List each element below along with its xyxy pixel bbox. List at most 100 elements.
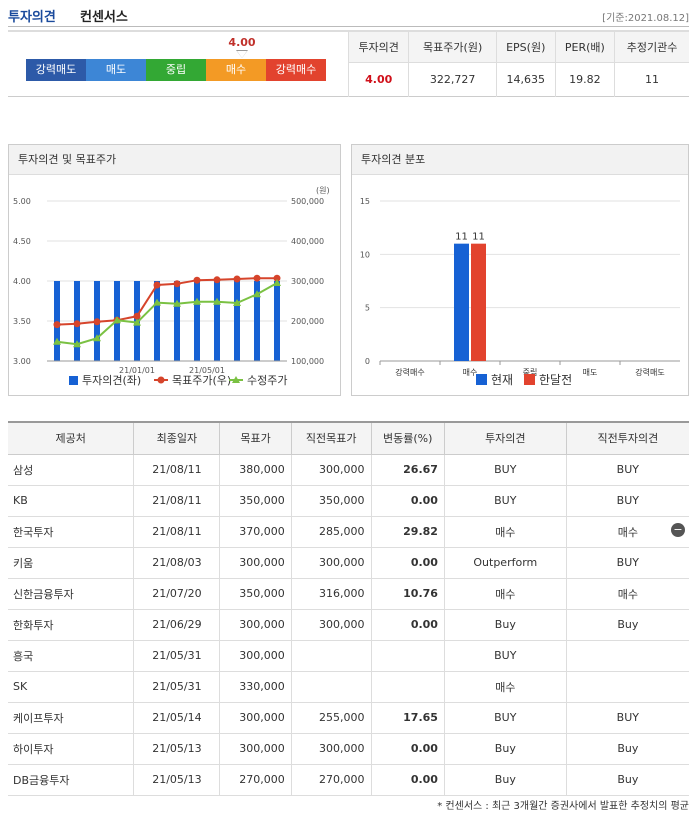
table-cell: 케이프투자: [8, 701, 135, 734]
table-cell: 매수: [443, 515, 567, 548]
summary-header: PER(배): [554, 32, 615, 63]
adjusted-price-point: [233, 299, 241, 306]
table-cell: 300,000: [219, 701, 292, 734]
adjusted-price-point: [253, 290, 261, 298]
adjusted-price-point: [273, 279, 281, 286]
opinion-bar: [154, 281, 160, 361]
table-cell: 21/05/31: [133, 670, 221, 703]
table-cell: KB: [8, 484, 135, 517]
table-cell: BUY: [565, 484, 689, 517]
table-cell: 21/08/11: [133, 515, 221, 548]
target-price-point: [133, 312, 141, 320]
legend-swatch-current: [476, 374, 487, 385]
table-row: 하이투자 21/05/13 300,000 300,000 0.00 Buy Buy: [8, 732, 689, 765]
target-price-point: [253, 274, 261, 282]
summary-header: EPS(원): [495, 32, 556, 63]
summary-table: 투자의견 목표주가(원) EPS(원) PER(배) 추정기관수 4.00 32…: [347, 32, 689, 97]
table-cell: 300,000: [290, 732, 372, 765]
adjusted-price-point: [133, 318, 141, 326]
table-cell: Buy: [443, 763, 567, 796]
header-subtitle: 컨센서스: [80, 10, 128, 25]
y-right-tick: 200,000: [291, 317, 324, 326]
summary-header: 목표주가(원): [408, 32, 497, 63]
target-price-point: [273, 274, 281, 282]
table-cell: 21/08/03: [133, 546, 221, 579]
data-label: 11: [472, 232, 485, 243]
y-tick: 0: [365, 357, 370, 366]
table-cell: Buy: [443, 608, 567, 641]
table-cell: [565, 639, 689, 672]
table-cell: 0.00: [370, 608, 445, 641]
opinion-distribution-panel: 투자의견 분포 15 10 5 0 강력매수 매수 11 11 중립 매도 강력매도 현재 한달전: [351, 144, 689, 396]
opinion-bar: [234, 281, 240, 361]
table-cell: 255,000: [290, 701, 372, 734]
table-cell: DB금융투자: [8, 763, 135, 796]
opinion-bar: [174, 281, 180, 361]
table-cell: BUY: [565, 701, 689, 734]
adjusted-price-point: [93, 334, 101, 342]
table-cell: 300,000: [290, 608, 372, 641]
table-cell: 21/06/29: [133, 608, 221, 641]
table-cell: 17.65: [370, 701, 445, 734]
table-row: KB 21/08/11 350,000 350,000 0.00 BUY BUY: [8, 484, 689, 517]
column-header: 목표가: [219, 421, 292, 455]
target-price-point: [53, 321, 61, 329]
consensus-summary: 4.00 강력매도 매도 중립 매수 강력매수 투자의견 목표주가(원) EPS…: [8, 30, 689, 97]
table-cell: 330,000: [219, 670, 292, 703]
table-cell: BUY: [565, 453, 689, 486]
table-cell: [290, 670, 372, 703]
target-price-line: [56, 277, 277, 326]
collapse-icon[interactable]: −: [671, 522, 685, 537]
panel-title: 투자의견 및 목표주가: [9, 145, 340, 175]
column-header: 제공처: [8, 421, 135, 455]
table-cell: 370,000: [219, 515, 292, 548]
gauge-strong-buy: 강력매수: [266, 59, 326, 81]
x-tick: 강력매수: [395, 367, 424, 377]
legend-swatch-bar: [69, 376, 78, 385]
table-cell: 21/08/11: [133, 484, 221, 517]
table-cell: Buy: [565, 608, 689, 641]
table-cell: 매수: [565, 577, 689, 610]
x-tick: 매수: [463, 368, 478, 377]
opinion-price-chart: 5.00 4.50 4.00 3.50 3.00 500,000 400,000 300,00…: [13, 186, 330, 387]
table-row: SK 21/05/31 330,000 매수: [8, 670, 689, 703]
table-row: 키움 21/08/03 300,000 300,000 0.00 Outperform BU…: [8, 546, 689, 579]
table-cell: 0.00: [370, 546, 445, 579]
summary-opinion: 4.00: [347, 62, 409, 97]
table-row: 케이프투자 21/05/14 300,000 255,000 17.65 BUY BUY: [8, 701, 689, 734]
table-cell: 21/05/14: [133, 701, 221, 734]
table-cell: 29.82: [370, 515, 445, 548]
target-price-point: [213, 276, 221, 284]
adjusted-price-point: [53, 337, 61, 345]
target-price-point: [73, 320, 81, 328]
table-cell: BUY: [443, 453, 567, 486]
table-row: 한화투자 21/06/29 300,000 300,000 0.00 Buy Buy: [8, 608, 689, 641]
legend-swatch-prev: [524, 374, 535, 385]
target-price-point: [93, 318, 101, 326]
table-cell: BUY: [443, 484, 567, 517]
table-cell: 0.00: [370, 484, 445, 517]
table-cell: 270,000: [290, 763, 372, 796]
table-cell: Buy: [443, 732, 567, 765]
table-cell: 300,000: [290, 453, 372, 486]
table-cell: 21/05/13: [133, 763, 221, 796]
table-cell: [370, 639, 445, 672]
table-cell: 300,000: [219, 639, 292, 672]
y-tick: 15: [360, 197, 370, 206]
legend-label: 투자의견(좌): [82, 374, 141, 387]
adjusted-price-point: [113, 316, 121, 324]
y-left-tick: 5.00: [13, 197, 31, 206]
x-tick: 강력매도: [635, 367, 664, 377]
adjusted-price-point: [173, 299, 181, 307]
y-right-tick: 300,000: [291, 277, 324, 286]
y-left-tick: 3.50: [13, 317, 31, 326]
table-cell: Outperform: [443, 546, 567, 579]
y-left-tick: 4.50: [13, 237, 31, 246]
table-cell: 0.00: [370, 732, 445, 765]
x-tick: 21/05/01: [189, 366, 225, 375]
broker-opinion-table: 제공처 최종일자 목표가 직전목표가 변동률(%) 투자의견 직전투자의견 삼성 21/08/…: [8, 421, 689, 796]
legend-label: 목표주가(우): [172, 374, 231, 387]
table-row: 삼성 21/08/11 380,000 300,000 26.67 BUY BUY: [8, 453, 689, 486]
panel-title: 투자의견 분포: [352, 145, 688, 175]
opinion-bar: [54, 281, 60, 361]
